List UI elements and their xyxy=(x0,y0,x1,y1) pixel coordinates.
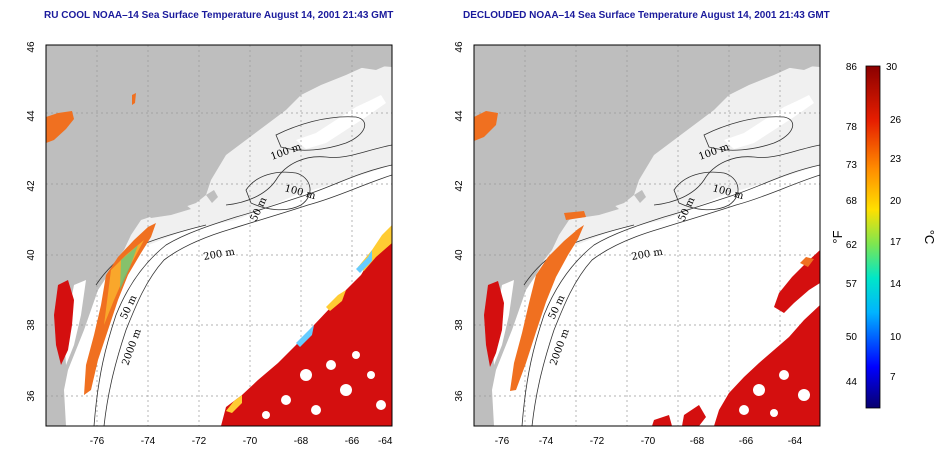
c-tick-10: 10 xyxy=(890,332,902,343)
left-map-frame xyxy=(45,44,393,427)
right-map-frame xyxy=(473,44,821,427)
left-lon-tick-64: -64 xyxy=(378,436,393,447)
right-lon-tick-66: -66 xyxy=(739,436,754,447)
right-lon-tick-74: -74 xyxy=(539,436,554,447)
f-tick-68: 68 xyxy=(846,196,858,207)
c-tick-26: 26 xyxy=(890,115,902,126)
left-lon-tick-70: -70 xyxy=(243,436,258,447)
f-tick-78: 78 xyxy=(846,122,858,133)
colorbar-celsius-label: °C xyxy=(922,230,937,245)
left-lon-axis: -76 -74 -72 -70 -68 -66 -64 xyxy=(90,436,393,447)
colorbar-gradient xyxy=(865,65,881,409)
c-tick-20: 20 xyxy=(890,196,902,207)
f-tick-73: 73 xyxy=(846,160,858,171)
f-tick-44: 44 xyxy=(846,377,858,388)
right-lat-tick-42: 42 xyxy=(454,180,465,192)
right-lat-tick-40: 40 xyxy=(454,249,465,261)
left-lat-tick-40: 40 xyxy=(26,249,37,261)
f-tick-62: 62 xyxy=(846,240,858,251)
c-tick-30: 30 xyxy=(886,62,898,73)
left-lon-tick-72: -72 xyxy=(192,436,207,447)
left-lat-tick-36: 36 xyxy=(26,390,37,402)
right-lon-tick-72: -72 xyxy=(590,436,605,447)
c-tick-14: 14 xyxy=(890,279,902,290)
left-map-title: RU COOL NOAA–14 Sea Surface Temperature … xyxy=(44,10,394,21)
right-map-title: DECLOUDED NOAA–14 Sea Surface Temperatur… xyxy=(463,10,830,21)
colorbar-fahrenheit-ticks: 86 78 73 68 62 57 50 44 xyxy=(846,62,858,388)
right-lat-axis: 46 44 42 40 38 36 xyxy=(454,41,465,402)
right-lat-tick-38: 38 xyxy=(454,319,465,331)
left-lon-tick-76: -76 xyxy=(90,436,105,447)
colorbar-fahrenheit-label: °F xyxy=(830,230,845,243)
right-lon-tick-70: -70 xyxy=(641,436,656,447)
left-lon-tick-74: -74 xyxy=(141,436,156,447)
c-tick-7: 7 xyxy=(890,372,896,383)
left-lat-tick-42: 42 xyxy=(26,180,37,192)
left-lat-tick-38: 38 xyxy=(26,319,37,331)
colorbar-celsius-ticks: 30 26 23 20 17 14 10 7 xyxy=(886,62,902,383)
right-lon-tick-64: -64 xyxy=(788,436,803,447)
right-lon-axis: -76 -74 -72 -70 -68 -66 -64 xyxy=(495,436,803,447)
f-tick-57: 57 xyxy=(846,279,858,290)
f-tick-50: 50 xyxy=(846,332,858,343)
right-lat-tick-46: 46 xyxy=(454,41,465,53)
left-lat-axis: 46 44 42 40 38 36 xyxy=(26,41,37,402)
f-tick-86: 86 xyxy=(846,62,858,73)
right-lon-tick-76: -76 xyxy=(495,436,510,447)
left-lon-tick-68: -68 xyxy=(294,436,309,447)
left-lat-tick-44: 44 xyxy=(26,110,37,122)
right-map-panel: 100 m 100 m 50 m 200 m 50 m 2000 m xyxy=(474,45,820,426)
c-tick-17: 17 xyxy=(890,237,902,248)
right-lat-tick-36: 36 xyxy=(454,390,465,402)
left-map-panel: 100 m 100 m 50 m 200 m 50 m 2000 m xyxy=(46,45,392,426)
left-lon-tick-66: -66 xyxy=(345,436,360,447)
right-lat-tick-44: 44 xyxy=(454,110,465,122)
c-tick-23: 23 xyxy=(890,154,902,165)
temperature-colorbar: 86 78 73 68 62 57 50 44 30 26 23 20 17 1… xyxy=(830,62,937,409)
right-lon-tick-68: -68 xyxy=(690,436,705,447)
left-lat-tick-46: 46 xyxy=(26,41,37,53)
